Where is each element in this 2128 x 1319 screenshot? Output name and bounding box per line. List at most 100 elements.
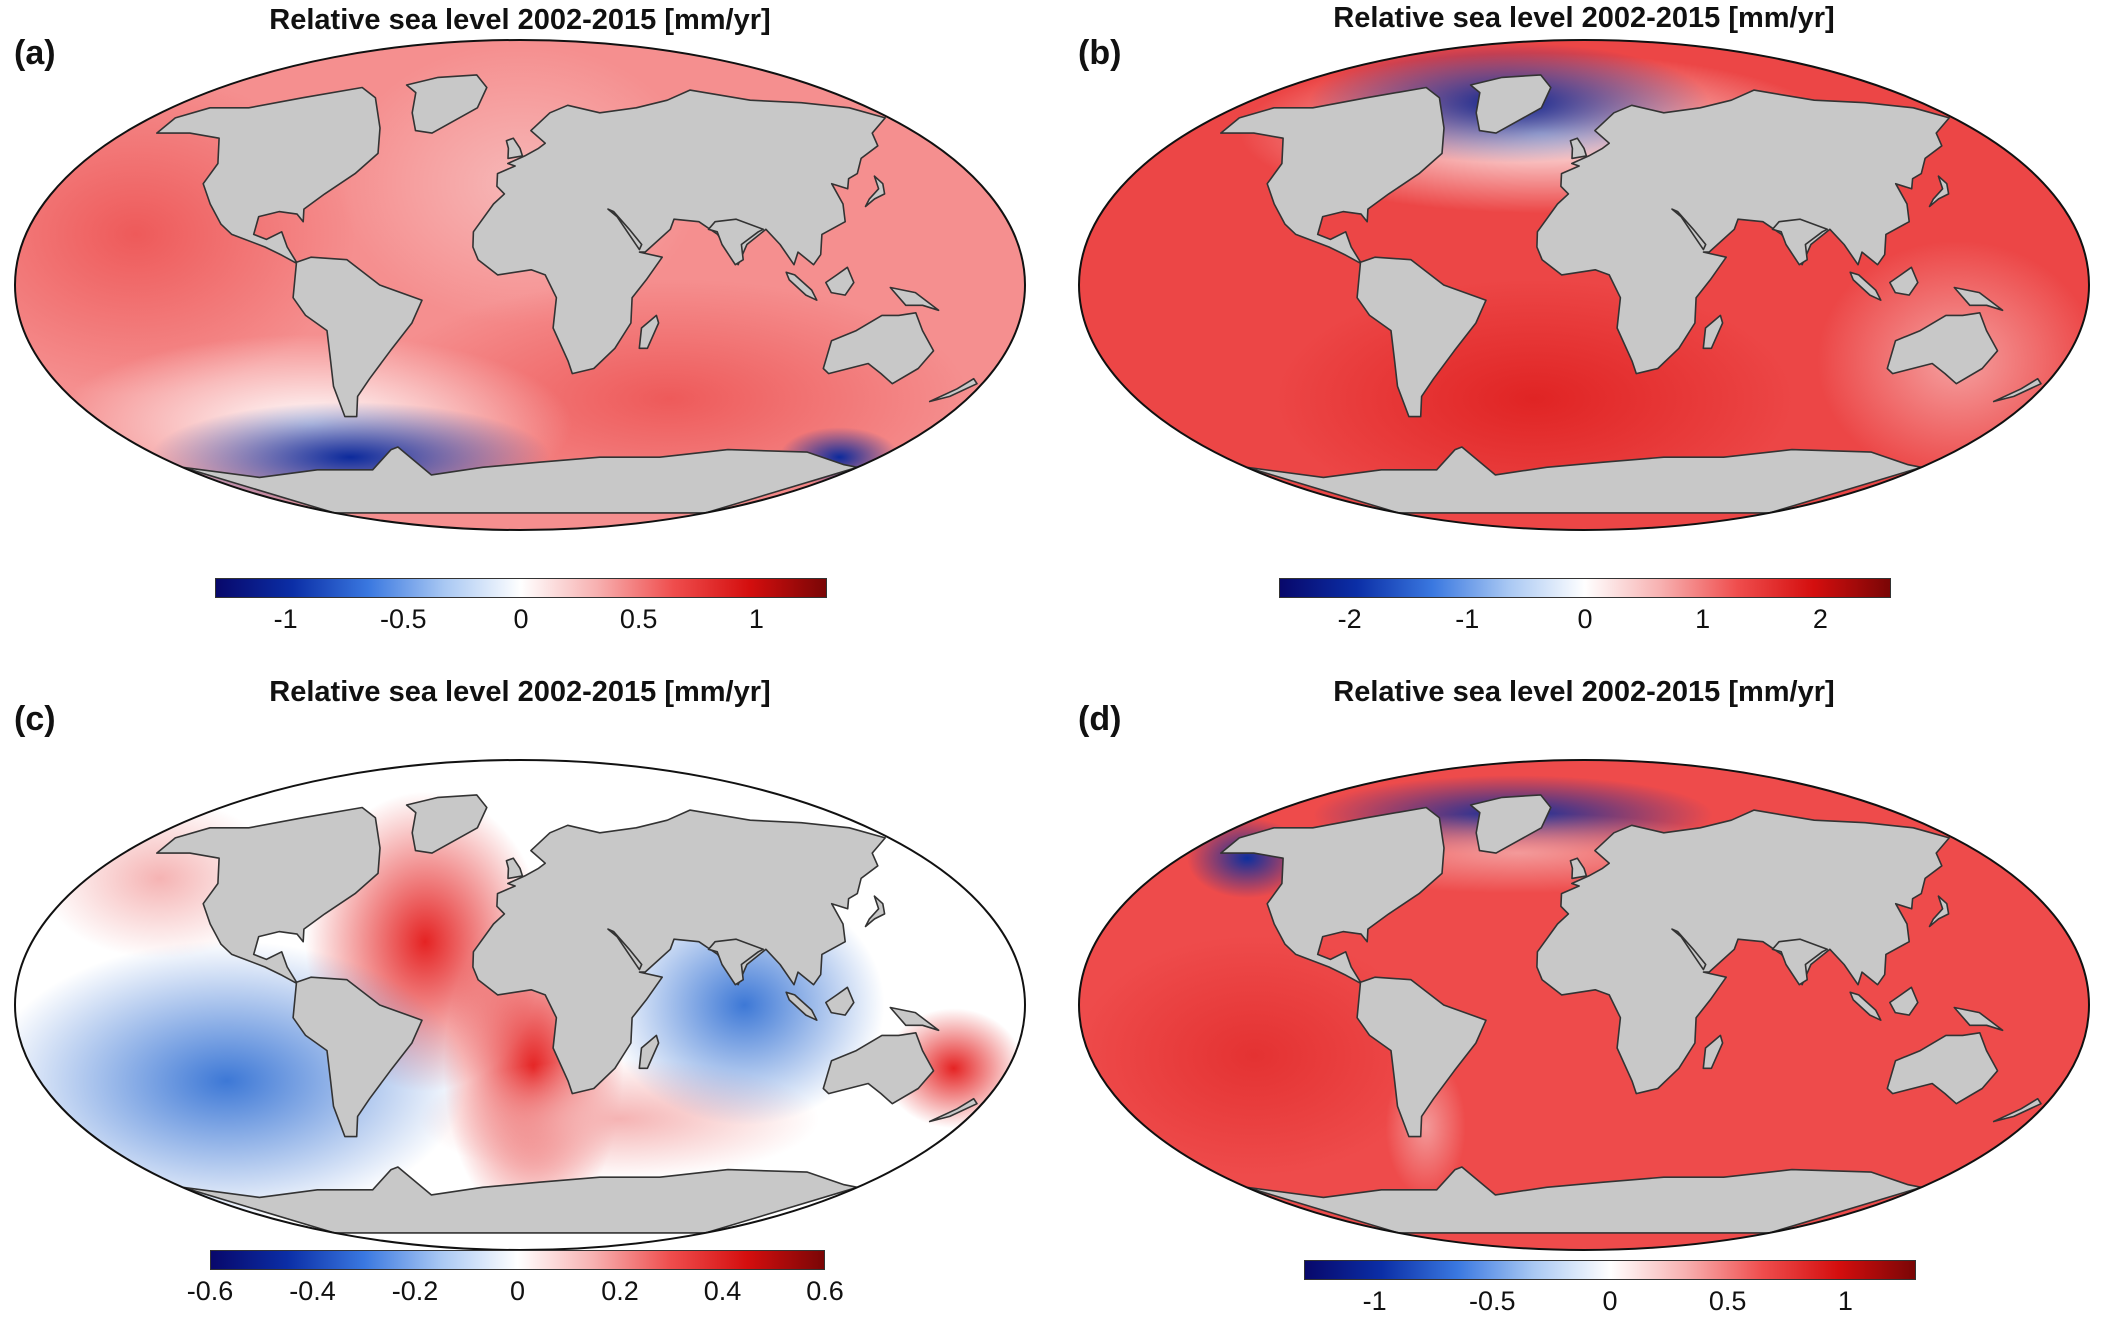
africa-eurasia-landmass: [1536, 89, 1950, 375]
colorbar-tick-label: 0: [509, 1276, 526, 1306]
new-zealand-landmass: [928, 377, 978, 403]
arabia-red-gap-landmass: [1671, 208, 1707, 251]
japan-landmass: [1928, 895, 1950, 928]
australia-landmass: [822, 1032, 935, 1105]
north-america-landmass: [1220, 86, 1445, 266]
colorbar: [215, 578, 827, 598]
antarctica-landmass: [1245, 446, 1923, 514]
panel-title: Relative sea level 2002-2015 [mm/yr]: [1333, 2, 1835, 34]
colorbar-tick-label: -1: [273, 604, 298, 634]
panel-label: (d): [1078, 700, 1122, 738]
panel-title: Relative sea level 2002-2015 [mm/yr]: [269, 4, 771, 36]
colorbar-tick-label: 0.6: [806, 1276, 844, 1306]
colorbar-tick-label: -0.5: [380, 604, 427, 634]
colorbar-tick-label: 1: [748, 604, 764, 634]
borneo-landmass: [825, 986, 855, 1016]
colorbar-tick-label: -0.2: [391, 1276, 439, 1306]
japan-landmass: [864, 175, 886, 208]
colorbar-tick-label: 0.4: [703, 1276, 742, 1306]
colorbar-tick-label: 1: [1695, 604, 1711, 634]
madagascar-landmass: [1702, 314, 1724, 350]
japan-landmass: [1928, 175, 1950, 208]
north-america-landmass: [1220, 806, 1445, 986]
greenland-landmass: [405, 794, 488, 854]
new-zealand-landmass: [1992, 1097, 2042, 1123]
sumatra-landmass: [785, 991, 818, 1021]
new-zealand-landmass: [1992, 377, 2042, 403]
colorbar-tick-label: -1: [1455, 604, 1480, 634]
colorbar-tick-label: -1: [1362, 1286, 1387, 1316]
colorbar-tick-label: 0: [1577, 604, 1593, 634]
madagascar-landmass: [638, 314, 660, 350]
panel-b: (b) Relative sea level 2002-2015 [mm/yr]…: [1064, 0, 2128, 660]
colorbar-tick-label: -0.4: [289, 1276, 336, 1306]
africa-eurasia-landmass: [1536, 809, 1950, 1095]
india-landmass: [707, 938, 764, 986]
uk-landmass: [1569, 137, 1588, 160]
sumatra-landmass: [1849, 271, 1882, 301]
africa-eurasia-landmass: [472, 809, 886, 1095]
australia-landmass: [1886, 312, 1999, 385]
uk-landmass: [1569, 857, 1588, 880]
madagascar-landmass: [1702, 1034, 1724, 1070]
arabia-red-gap-landmass: [607, 928, 643, 971]
south-america-landmass: [292, 256, 423, 418]
panel-label: (a): [14, 34, 56, 72]
borneo-landmass: [1889, 986, 1919, 1016]
world-map: [14, 39, 1026, 531]
borneo-landmass: [1889, 266, 1919, 296]
map-frame: [1078, 759, 2090, 1251]
colorbar-tick-label: -2: [1337, 604, 1362, 634]
colorbar-tick-label: 0.2: [601, 1276, 639, 1306]
borneo-landmass: [825, 266, 855, 296]
colorbar: [210, 1250, 825, 1270]
colorbar-tick-label: -0.5: [1469, 1286, 1516, 1316]
new-guinea-landmass: [1953, 286, 2004, 312]
north-america-landmass: [156, 806, 381, 986]
india-landmass: [1771, 218, 1828, 266]
greenland-landmass: [405, 74, 488, 134]
new-guinea-landmass: [1953, 1006, 2004, 1032]
new-guinea-landmass: [889, 286, 940, 312]
south-america-landmass: [292, 976, 423, 1138]
sumatra-landmass: [1849, 991, 1882, 1021]
madagascar-landmass: [638, 1034, 660, 1070]
india-landmass: [707, 218, 764, 266]
greenland-landmass: [1469, 794, 1552, 854]
colorbar-tick-label: 0.5: [619, 604, 658, 634]
colorbar: [1279, 578, 1891, 598]
panel-a: (a) Relative sea level 2002-2015 [mm/yr]…: [0, 0, 1064, 660]
south-america-landmass: [1356, 976, 1487, 1138]
greenland-landmass: [1469, 74, 1552, 134]
colorbar-tick-label: 2: [1812, 604, 1828, 634]
panel-label: (c): [14, 700, 56, 738]
colorbar-tick-label: 0.5: [1708, 1286, 1747, 1316]
world-map: [1078, 39, 2090, 531]
arabia-red-gap-landmass: [1671, 928, 1707, 971]
antarctica-landmass: [1245, 1166, 1923, 1234]
colorbar-tick-label: 1: [1837, 1286, 1853, 1316]
north-america-landmass: [156, 86, 381, 266]
india-landmass: [1771, 938, 1828, 986]
uk-landmass: [505, 137, 524, 160]
map-frame: [1078, 39, 2090, 531]
new-zealand-landmass: [928, 1097, 978, 1123]
colorbar: [1304, 1260, 1916, 1280]
uk-landmass: [505, 857, 524, 880]
australia-landmass: [822, 312, 935, 385]
antarctica-landmass: [181, 446, 859, 514]
antarctica-landmass: [181, 1166, 859, 1234]
ocean-anomaly: [1079, 935, 1435, 1176]
map-frame: [14, 39, 1026, 531]
new-guinea-landmass: [889, 1006, 940, 1032]
panel-title: Relative sea level 2002-2015 [mm/yr]: [1333, 676, 1835, 708]
africa-eurasia-landmass: [472, 89, 886, 375]
colorbar-tick-label: 0: [513, 604, 529, 634]
panel-d: (d) Relative sea level 2002-2015 [mm/yr]…: [1064, 660, 2128, 1319]
colorbar-tick-label: 0: [1602, 1286, 1618, 1316]
australia-landmass: [1886, 1032, 1999, 1105]
sumatra-landmass: [785, 271, 818, 301]
panel-label: (b): [1078, 34, 1122, 72]
arabia-red-gap-landmass: [607, 208, 643, 251]
south-america-landmass: [1356, 256, 1487, 418]
